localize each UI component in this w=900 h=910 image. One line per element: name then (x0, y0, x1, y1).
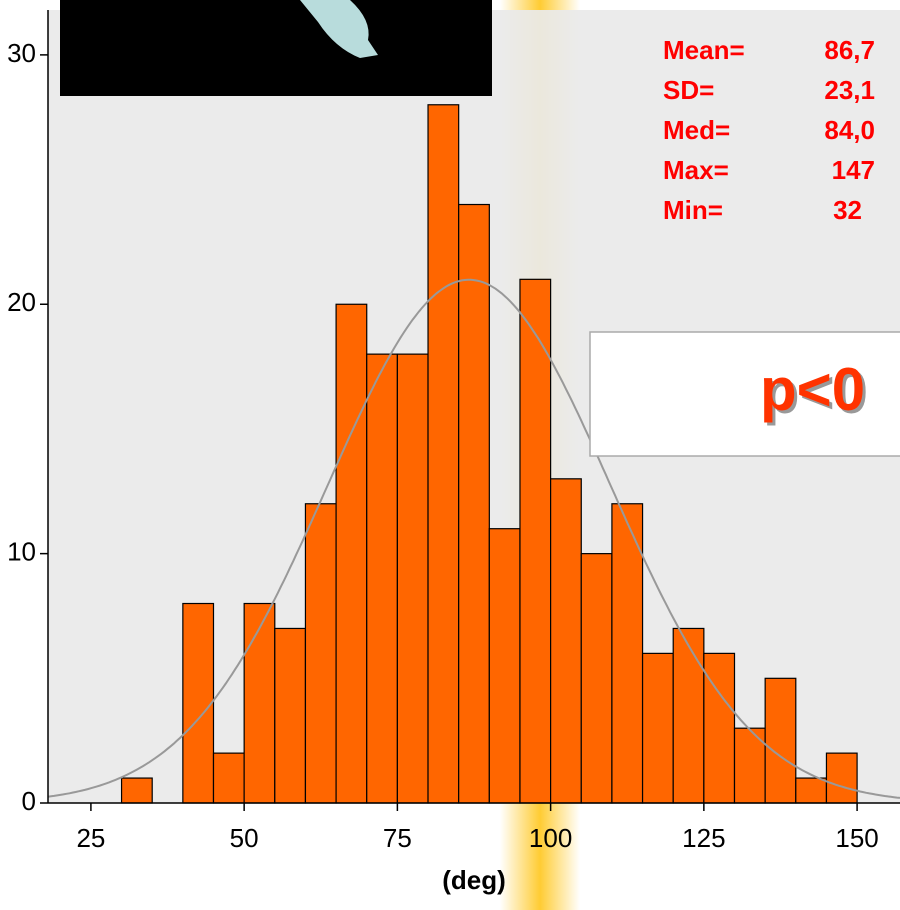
x-tick-label: 50 (230, 823, 259, 853)
x-tick-label: 25 (76, 823, 105, 853)
x-axis-label: (deg) (442, 865, 506, 895)
stat-value: 23,1 (824, 75, 875, 105)
y-tick-label: 10 (7, 537, 36, 567)
x-tick-label: 125 (682, 823, 725, 853)
bar (458, 203, 490, 804)
bar (304, 503, 337, 804)
stat-label: SD= (663, 75, 714, 105)
bar (243, 602, 276, 804)
bar (335, 303, 368, 804)
annotation-shadow: p<0 (763, 359, 868, 426)
bar (274, 627, 307, 804)
annotation: p<0 (760, 356, 865, 423)
stat-label: Mean= (663, 35, 745, 65)
bar (672, 627, 705, 804)
stat-value: 147 (832, 155, 875, 185)
bar (366, 353, 398, 804)
stat-value: 86,7 (824, 35, 875, 65)
x-tick-label: 75 (383, 823, 412, 853)
bar (427, 104, 460, 804)
bar (764, 677, 797, 804)
bar (641, 652, 674, 804)
bar (519, 278, 552, 804)
bar (488, 528, 521, 804)
x-tick-label: 100 (529, 823, 572, 853)
bar (212, 752, 245, 804)
y-tick-label: 0 (22, 786, 36, 816)
annotation-box (589, 331, 900, 457)
bar (825, 752, 858, 804)
stat-value: 32 (833, 195, 862, 225)
stat-label: Med= (663, 115, 730, 145)
inset-image (60, 0, 492, 96)
bar (550, 478, 582, 804)
bar (611, 503, 644, 804)
y-tick-label: 20 (7, 287, 36, 317)
stat-value: 84,0 (824, 115, 875, 145)
y-tick-label: 30 (7, 38, 36, 68)
bar (182, 602, 215, 804)
bar (795, 777, 828, 804)
x-tick-label: 150 (835, 823, 878, 853)
bar (120, 777, 153, 804)
stat-label: Min= (663, 195, 723, 225)
bar (580, 553, 613, 804)
inset-object (300, 0, 378, 58)
bar (396, 353, 429, 804)
normal-curve (47, 278, 900, 799)
stat-label: Max= (663, 155, 729, 185)
